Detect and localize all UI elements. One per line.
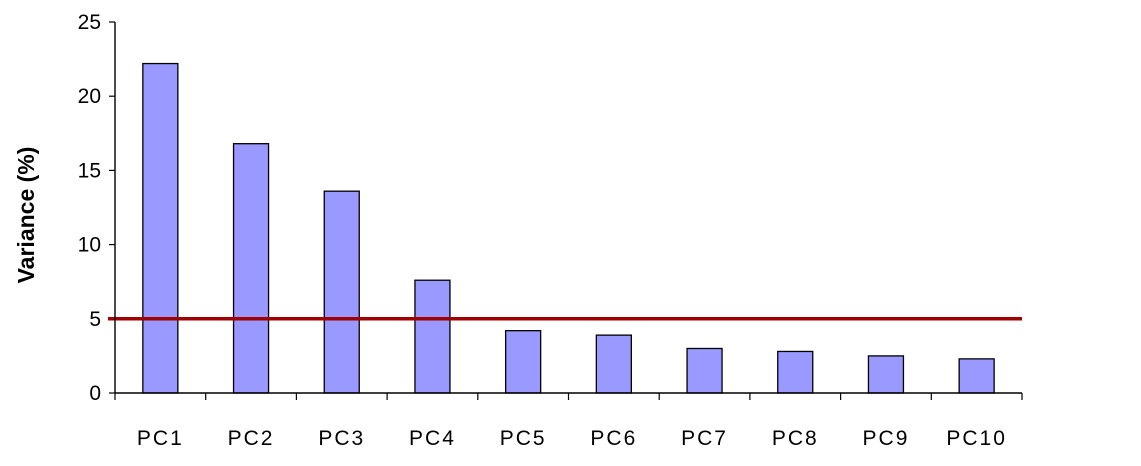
x-category-label: PC8: [772, 427, 819, 450]
y-tick-label: 15: [78, 159, 101, 182]
y-tick-label: 25: [78, 11, 101, 34]
bar-pc8: [777, 350, 814, 394]
category-labels: PC1 PC2 PC3 PC4 PC5 PC6 PC7 PC8 PC9 PC10: [137, 427, 1007, 450]
y-axis-title: Variance (%): [13, 147, 39, 284]
x-category-label: PC3: [318, 427, 365, 450]
bar-pc2: [232, 143, 270, 394]
y-tick-label: 0: [89, 382, 101, 405]
bar-pc7: [686, 347, 723, 394]
y-tick-label: 5: [89, 308, 101, 331]
x-category-label: PC6: [590, 427, 637, 450]
y-tick-label: 10: [78, 234, 101, 257]
x-category-label: PC10: [946, 427, 1007, 450]
bar-pc4: [414, 279, 451, 394]
x-category-label: PC5: [500, 427, 547, 450]
y-tick-label: 20: [78, 85, 101, 108]
x-category-label: PC4: [409, 427, 456, 450]
bars: [142, 62, 995, 394]
x-category-label: PC9: [863, 427, 910, 450]
x-axis-ticks: [114, 393, 1023, 400]
bar-pc1: [142, 62, 179, 394]
x-category-label: PC7: [681, 427, 728, 450]
x-category-label: PC1: [137, 427, 184, 450]
y-axis-title-group: Variance (%): [13, 147, 39, 284]
bar-pc3: [323, 190, 360, 394]
bar-pc6: [595, 334, 632, 394]
y-axis-ticks: 0 5 10 15 20 25: [78, 11, 115, 405]
bar-pc10: [958, 358, 995, 394]
bar-pc9: [867, 355, 905, 394]
bar-pc5: [504, 330, 542, 394]
x-category-label: PC2: [228, 427, 275, 450]
